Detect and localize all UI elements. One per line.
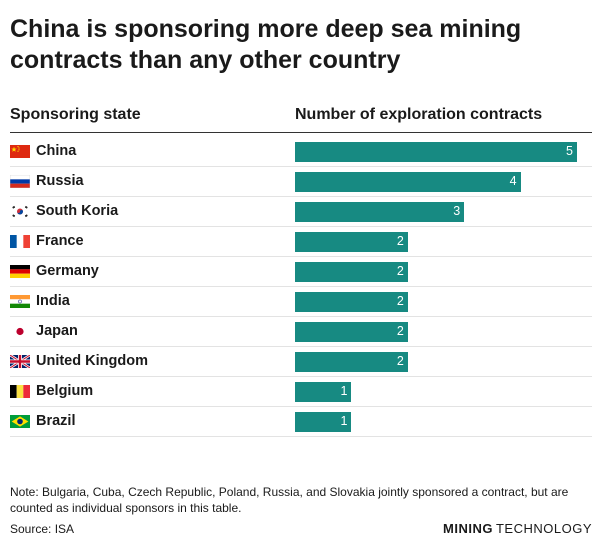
data-label: 1: [340, 414, 348, 428]
belgium-flag-icon: [10, 385, 30, 398]
japan-flag-icon: [10, 325, 30, 338]
row-divider: [10, 166, 592, 167]
row-divider: [10, 376, 592, 377]
category-label: Japan: [36, 323, 78, 339]
chart-row: South Koria 3: [10, 197, 592, 227]
category-label: Germany: [36, 263, 99, 279]
bar: [295, 412, 352, 432]
category-label: China: [36, 143, 77, 159]
chart-row: China 5: [10, 137, 592, 167]
row-divider: [10, 286, 592, 287]
category-label: United Kingdom: [36, 353, 148, 369]
row-divider: [10, 316, 592, 317]
row-divider: [10, 256, 592, 257]
brazil-flag-icon: [10, 415, 30, 428]
brand-logo-part2: TECHNOLOGY: [495, 521, 592, 536]
bar: [295, 292, 408, 312]
category-label: Brazil: [36, 413, 76, 429]
row-divider: [10, 196, 592, 197]
uk-flag-icon: [10, 355, 30, 368]
category-label: South Koria: [36, 203, 119, 219]
row-divider: [10, 436, 592, 437]
chart-row: France 2: [10, 227, 592, 257]
chart-row: Belgium 1: [10, 377, 592, 407]
row-divider: [10, 346, 592, 347]
chart-row: India 2: [10, 287, 592, 317]
data-label: 1: [340, 384, 348, 398]
bar: [295, 262, 408, 282]
column-header-contracts: Number of exploration contracts: [295, 106, 543, 123]
brand-logo-part1: MINING: [443, 521, 493, 536]
row-divider: [10, 406, 592, 407]
chart-row: Brazil 1: [10, 407, 592, 437]
chart-row: United Kingdom 2: [10, 347, 592, 377]
bar: [295, 352, 408, 372]
germany-flag-icon: [10, 265, 30, 278]
data-label: 2: [396, 324, 404, 338]
india-flag-icon: [10, 295, 30, 308]
data-label: 2: [396, 294, 404, 308]
chart-row: Japan 2: [10, 317, 592, 347]
data-label: 2: [396, 354, 404, 368]
bar: [295, 322, 408, 342]
category-label: France: [36, 233, 84, 249]
data-label: 3: [453, 204, 461, 218]
chart-row: Russia 4: [10, 167, 592, 197]
data-label: 5: [566, 144, 573, 158]
bar: [295, 172, 521, 192]
category-label: Belgium: [36, 383, 94, 399]
category-label: India: [36, 293, 70, 309]
data-label: 2: [396, 234, 404, 248]
bar: [295, 202, 465, 222]
chart-title: China is sponsoring more deep sea mining…: [10, 15, 522, 74]
chart-row: Germany 2: [10, 257, 592, 287]
france-flag-icon: [10, 235, 30, 248]
category-label: Russia: [36, 173, 84, 189]
row-divider: [10, 226, 592, 227]
header-divider: [10, 132, 592, 133]
china-flag-icon: [10, 145, 30, 158]
data-label: 2: [396, 264, 404, 278]
brand-logo: MINING TECHNOLOGY: [443, 521, 592, 536]
footnote: Note: Bulgaria, Cuba, Czech Republic, Po…: [10, 485, 569, 515]
source-text: Source: ISA: [10, 522, 75, 536]
column-header-sponsoring-state: Sponsoring state: [10, 106, 141, 123]
bar: [295, 232, 408, 252]
bar: [295, 142, 577, 162]
data-label: 4: [509, 174, 517, 188]
bar: [295, 382, 352, 402]
south-korea-flag-icon: [10, 205, 30, 218]
russia-flag-icon: [10, 175, 30, 188]
